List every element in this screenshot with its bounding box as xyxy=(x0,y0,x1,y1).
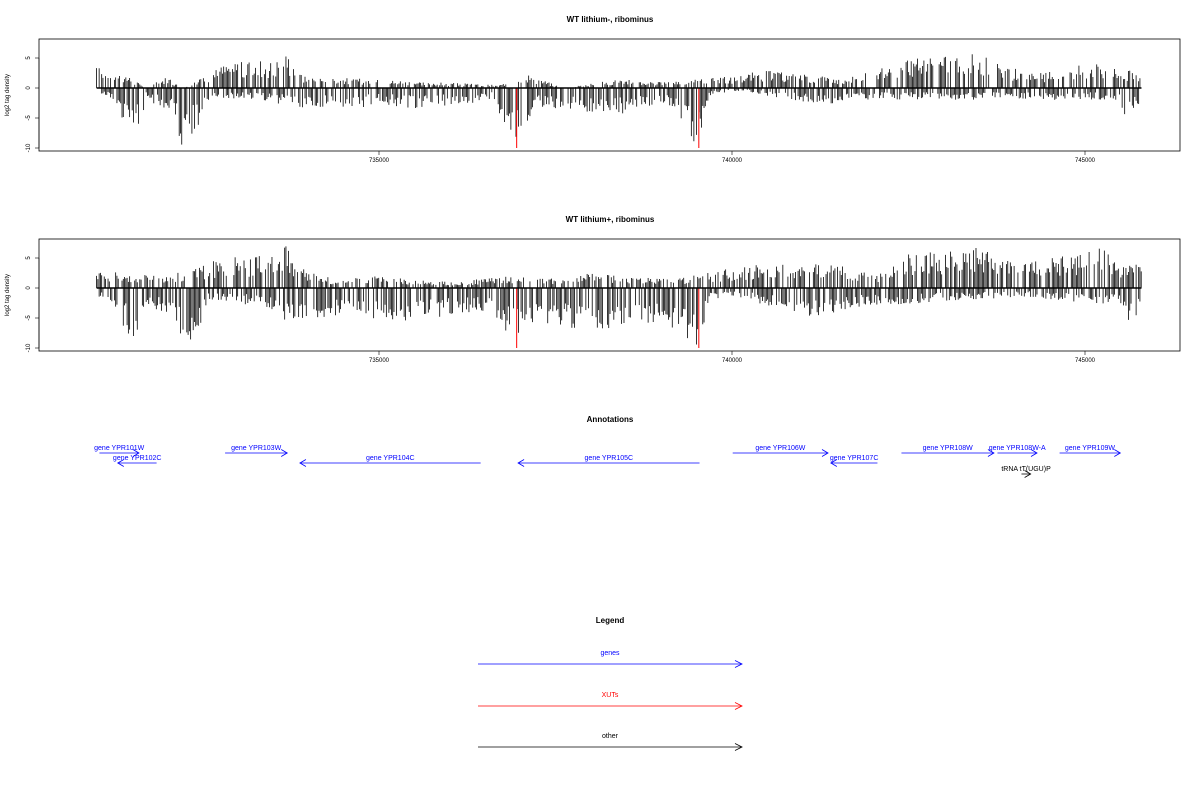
panel-1-y-axis: 5 0 -5 -10 xyxy=(26,56,40,152)
legend-items: genes XUTs other xyxy=(478,650,743,751)
panel-2-bars xyxy=(96,246,1142,348)
legend-item-genes: genes xyxy=(478,650,743,668)
feature-gene-ypr101w: gene YPR101W xyxy=(94,445,145,457)
legend-label: other xyxy=(602,733,619,740)
feature-label: gene YPR104C xyxy=(366,455,415,462)
panel-1-bars xyxy=(96,54,1142,148)
panel-2-xtick-label: 740000 xyxy=(722,358,743,364)
feature-arrow-head xyxy=(132,449,140,457)
panel-2-x-axis: 735000 740000 745000 xyxy=(369,351,1096,364)
feature-gene-ypr103w: gene YPR103W xyxy=(225,445,289,457)
panel-2: WT lithium+, ribominus 5 0 -5 -10 735000 740… xyxy=(5,215,1181,364)
legend-label: XUTs xyxy=(602,692,619,699)
panel-2-xtick-label: 745000 xyxy=(1075,358,1096,364)
panel-2-ytick-label: 5 xyxy=(26,256,32,260)
feature-gene-ypr108w: gene YPR108W xyxy=(901,445,995,457)
feature-arrow-head xyxy=(987,449,995,457)
panel-2-ytick-label: 0 xyxy=(26,286,32,290)
panel-1-title: WT lithium-, ribominus xyxy=(567,15,654,24)
feature-gene-ypr107c: gene YPR107C xyxy=(830,455,879,467)
panel-1-xtick-label: 740000 xyxy=(722,158,743,164)
feature-label: gene YPR108W xyxy=(923,445,973,452)
feature-label: gene YPR102C xyxy=(113,455,162,462)
feature-label: gene YPR106W xyxy=(755,445,805,452)
feature-label: gene YPR103W xyxy=(231,445,281,452)
panel-1-ytick-label: -10 xyxy=(26,143,32,152)
feature-arrow-head xyxy=(116,459,124,467)
feature-gene-ypr108w-a: gene YPR108W-A xyxy=(989,445,1046,457)
feature-label: gene YPR107C xyxy=(830,455,879,462)
feature-gene-ypr106w: gene YPR106W xyxy=(732,445,829,457)
feature-arrow-head xyxy=(299,459,307,467)
panel-1-ytick-label: -5 xyxy=(26,115,32,121)
feature-label: gene YPR108W-A xyxy=(989,445,1046,452)
panel-2-ylabel: log2 tag density xyxy=(5,274,11,316)
legend-title: Legend xyxy=(596,616,625,625)
legend-arrow-head xyxy=(734,743,743,751)
panel-2-ytick-label: -10 xyxy=(26,343,32,352)
feature-arrow-head xyxy=(517,459,525,467)
panel-1-ylabel: log2 tag density xyxy=(5,74,11,116)
feature-label: gene YPR105C xyxy=(585,455,634,462)
legend-item-other: other xyxy=(478,733,743,751)
feature-gene-ypr104c: gene YPR104C xyxy=(299,455,481,467)
annotation-features: gene YPR101W gene YPR102C gene YPR103W gene… xyxy=(94,445,1122,478)
panel-1-xtick-label: 745000 xyxy=(1075,158,1096,164)
feature-trna-tt-ugu-p: tRNA tT(UGU)P xyxy=(1001,466,1051,478)
panel-2-ytick-label: -5 xyxy=(26,315,32,321)
feature-arrow-head xyxy=(281,449,289,457)
feature-arrow-head xyxy=(1114,449,1122,457)
panel-1-ytick-label: 0 xyxy=(26,86,32,90)
panel-1-ytick-label: 5 xyxy=(26,56,32,60)
panel-2-y-axis: 5 0 -5 -10 xyxy=(26,256,40,352)
panel-1-xtick-label: 735000 xyxy=(369,158,390,164)
legend-item-xuts: XUTs xyxy=(478,692,743,710)
panel-1-x-axis: 735000 740000 745000 xyxy=(369,151,1096,164)
panel-1: WT lithium-, ribominus 5 0 -5 -10 735000 740… xyxy=(5,15,1181,164)
panel-2-xtick-label: 735000 xyxy=(369,358,390,364)
feature-label: tRNA tT(UGU)P xyxy=(1001,466,1051,473)
legend-arrow-head xyxy=(734,660,743,668)
panel-2-title: WT lithium+, ribominus xyxy=(566,215,655,224)
feature-gene-ypr102c: gene YPR102C xyxy=(113,455,162,467)
feature-arrow-head xyxy=(1030,449,1038,457)
annotations-title: Annotations xyxy=(587,415,634,424)
feature-arrow-head xyxy=(821,449,829,457)
feature-gene-ypr109w: gene YPR109W xyxy=(1059,445,1122,457)
feature-label: gene YPR109W xyxy=(1065,445,1115,452)
legend: Legend genes XUTs other xyxy=(478,616,743,751)
feature-label: gene YPR101W xyxy=(94,445,144,452)
legend-label: genes xyxy=(600,650,620,657)
feature-arrow-head xyxy=(1024,470,1032,478)
feature-arrow-head xyxy=(830,459,838,467)
legend-arrow-head xyxy=(734,702,743,710)
feature-gene-ypr105c: gene YPR105C xyxy=(517,455,700,467)
